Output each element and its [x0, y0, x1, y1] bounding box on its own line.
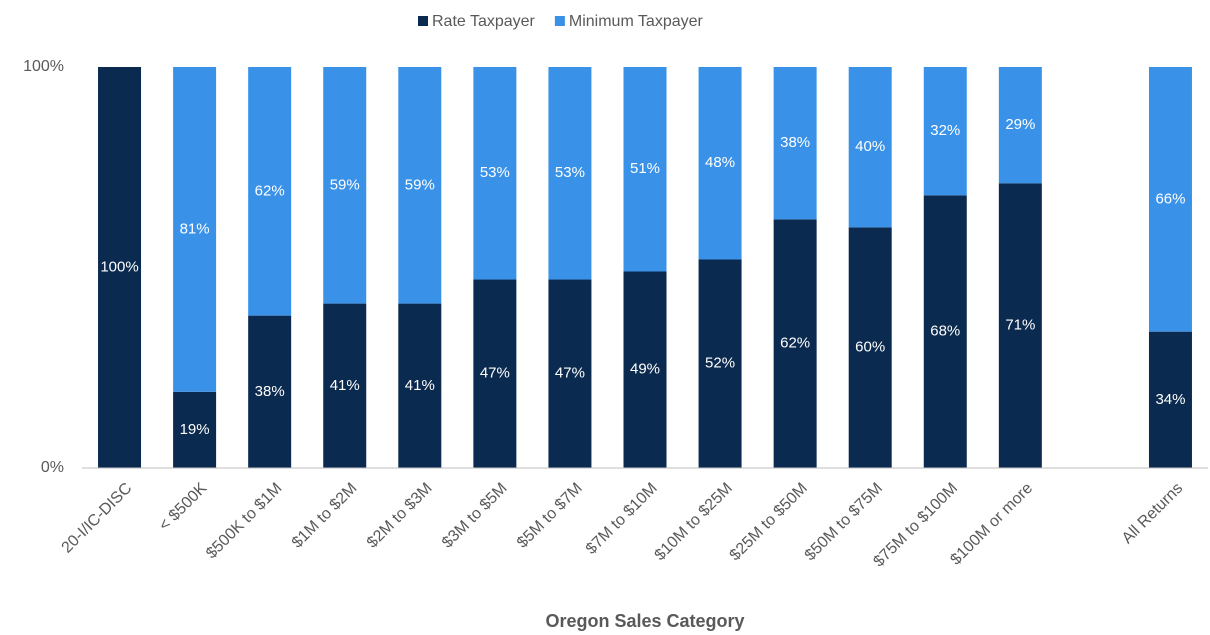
data-label: 52% — [705, 355, 735, 372]
x-tick-label: $1M to $2M — [289, 480, 361, 552]
bar-segment — [323, 67, 367, 304]
data-label: 59% — [330, 176, 360, 193]
data-label: 29% — [1005, 116, 1035, 133]
x-tick-label: $100M or more — [947, 480, 1036, 569]
data-label: 71% — [1005, 317, 1035, 334]
x-tick-label: $7M to $10M — [583, 480, 661, 558]
bar-segment — [623, 67, 667, 272]
bar-segment — [548, 279, 592, 468]
bar-segment — [173, 391, 217, 468]
data-label: 51% — [630, 160, 660, 177]
data-label: 62% — [780, 335, 810, 352]
x-tick-label: $2M to $3M — [364, 480, 436, 552]
bar-segment — [248, 67, 292, 316]
data-label: 48% — [705, 154, 735, 171]
data-label: 38% — [255, 383, 285, 400]
data-label: 19% — [180, 421, 210, 438]
bar-segment — [998, 183, 1042, 469]
data-label: 66% — [1155, 190, 1185, 207]
bar-segment — [1148, 331, 1192, 468]
legend-swatch — [418, 16, 428, 26]
data-label: 47% — [480, 365, 510, 382]
data-label: 53% — [480, 164, 510, 181]
bar-segment — [848, 227, 892, 468]
bar-segment — [548, 67, 592, 280]
bar-segment — [623, 271, 667, 468]
bar-segment — [248, 315, 292, 468]
x-tick-label: $3M to $5M — [439, 480, 511, 552]
data-label: 100% — [100, 258, 138, 275]
bar-segment — [323, 303, 367, 468]
data-label: 49% — [630, 361, 660, 378]
x-tick-label: $50M to $75M — [802, 480, 886, 564]
data-label: 60% — [855, 339, 885, 356]
data-label: 68% — [930, 323, 960, 340]
bar-segment — [98, 67, 142, 468]
x-tick-label: $25M to $50M — [727, 480, 811, 564]
x-tick-label: < $500K — [156, 480, 211, 535]
y-tick-label: 100% — [23, 58, 64, 75]
bar-segment — [773, 219, 817, 468]
bar-segment — [398, 67, 442, 304]
x-tick-label: All Returns — [1119, 480, 1186, 547]
bar-segment — [998, 67, 1042, 184]
bar-segment — [173, 67, 217, 392]
data-label: 62% — [255, 182, 285, 199]
legend-swatch — [554, 16, 565, 26]
bar-segment — [398, 303, 442, 468]
bar-segment — [1148, 67, 1192, 332]
x-tick-label: $500K to $1M — [203, 480, 285, 562]
x-tick-label: $5M to $7M — [514, 480, 586, 552]
data-label: 41% — [330, 377, 360, 394]
x-axis-title: Oregon Sales Category — [545, 611, 744, 631]
bar-segment — [698, 67, 742, 260]
x-tick-label: $10M to $25M — [652, 480, 736, 564]
bar-segment — [773, 67, 817, 220]
data-label: 40% — [855, 138, 885, 155]
data-label: 41% — [405, 377, 435, 394]
legend-label: Rate Taxpayer — [432, 13, 536, 30]
data-label: 81% — [180, 220, 210, 237]
bar-segment — [848, 67, 892, 228]
data-label: 59% — [405, 176, 435, 193]
legend-label: Minimum Taxpayer — [569, 13, 704, 30]
data-label: 53% — [555, 164, 585, 181]
bar-segment — [923, 67, 967, 196]
data-label: 34% — [1155, 391, 1185, 408]
data-label: 47% — [555, 365, 585, 382]
bar-segment — [473, 67, 517, 280]
y-tick-label: 0% — [41, 459, 64, 476]
x-tick-label: 20-I/IC-DISC — [59, 480, 136, 557]
data-label: 38% — [780, 134, 810, 151]
bar-segment — [698, 259, 742, 468]
bar-segment — [473, 279, 517, 468]
data-label: 32% — [930, 122, 960, 139]
bar-segment — [923, 195, 967, 468]
